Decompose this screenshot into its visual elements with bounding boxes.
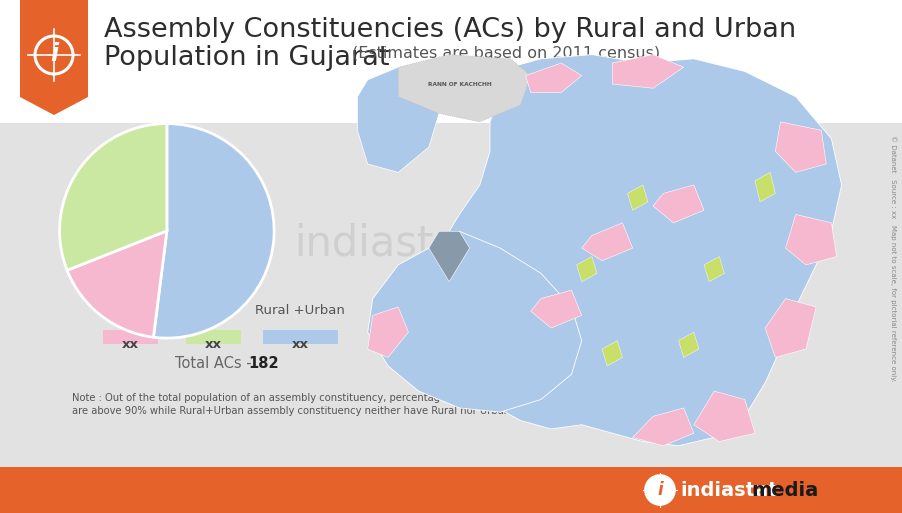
Polygon shape <box>776 122 826 172</box>
Polygon shape <box>653 185 704 223</box>
Text: Note : Out of the total population of an assembly constituency, percentage of ru: Note : Out of the total population of an… <box>72 393 585 403</box>
Text: are above 90% while Rural+Urban assembly constituency neither have Rural nor Urb: are above 90% while Rural+Urban assembly… <box>72 406 591 416</box>
Polygon shape <box>357 67 439 172</box>
Text: 182: 182 <box>248 356 279 371</box>
Polygon shape <box>786 214 836 265</box>
Text: Population in Gujarat: Population in Gujarat <box>104 45 407 71</box>
Polygon shape <box>628 185 648 210</box>
FancyBboxPatch shape <box>0 0 902 123</box>
Text: i: i <box>181 231 189 257</box>
Text: Urban: Urban <box>193 304 233 317</box>
Text: Rural: Rural <box>113 304 147 317</box>
Polygon shape <box>755 172 776 202</box>
FancyBboxPatch shape <box>186 330 241 344</box>
Wedge shape <box>153 124 274 338</box>
Polygon shape <box>530 290 582 328</box>
Polygon shape <box>632 408 694 446</box>
Polygon shape <box>603 341 622 366</box>
Text: © Datanet   Source : xx   Map not to scale, for pictorial reference only.: © Datanet Source : xx Map not to scale, … <box>889 135 897 381</box>
Text: indiastat: indiastat <box>680 481 778 500</box>
Polygon shape <box>368 231 582 412</box>
Polygon shape <box>582 223 632 261</box>
Text: RANN OF KACHCHH: RANN OF KACHCHH <box>428 82 492 87</box>
Polygon shape <box>399 54 530 122</box>
Polygon shape <box>576 256 597 282</box>
Text: Assembly Constituencies (ACs) by Rural and Urban: Assembly Constituencies (ACs) by Rural a… <box>104 17 796 43</box>
Text: Rural +Urban: Rural +Urban <box>255 304 345 317</box>
FancyBboxPatch shape <box>103 330 158 344</box>
Polygon shape <box>20 0 88 115</box>
Polygon shape <box>428 231 470 282</box>
Wedge shape <box>60 124 167 270</box>
Polygon shape <box>704 256 724 282</box>
FancyBboxPatch shape <box>0 467 902 513</box>
Polygon shape <box>428 54 842 446</box>
Polygon shape <box>765 299 816 358</box>
FancyBboxPatch shape <box>262 330 337 344</box>
Text: Total ACs -: Total ACs - <box>175 356 256 371</box>
Text: xx: xx <box>122 338 139 351</box>
Polygon shape <box>678 332 699 358</box>
Text: media: media <box>751 481 818 500</box>
Polygon shape <box>694 391 755 442</box>
Text: xx: xx <box>291 338 308 351</box>
Text: xx: xx <box>205 338 222 351</box>
Text: i: i <box>658 481 663 499</box>
Wedge shape <box>67 231 167 337</box>
Polygon shape <box>526 63 582 92</box>
Text: indiastatmedia.com: indiastatmedia.com <box>294 222 706 264</box>
Text: i: i <box>50 42 58 66</box>
Text: (Estimates are based on 2011 census): (Estimates are based on 2011 census) <box>352 45 660 60</box>
Circle shape <box>645 475 675 505</box>
Polygon shape <box>368 307 409 358</box>
Polygon shape <box>612 54 684 88</box>
